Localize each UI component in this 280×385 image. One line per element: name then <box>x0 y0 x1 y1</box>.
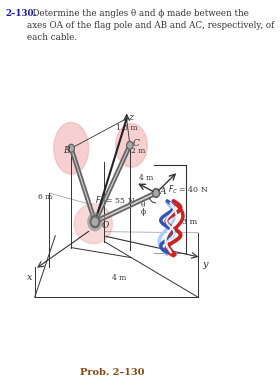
Text: 4 m: 4 m <box>112 275 127 283</box>
Polygon shape <box>94 144 131 223</box>
Circle shape <box>128 143 132 148</box>
Text: 4 m: 4 m <box>139 174 154 182</box>
Polygon shape <box>94 191 157 223</box>
Text: O: O <box>101 221 109 230</box>
Polygon shape <box>70 148 96 223</box>
Text: 6 m: 6 m <box>38 193 52 201</box>
Text: A: A <box>159 186 166 196</box>
Circle shape <box>68 144 74 152</box>
Text: y: y <box>202 259 207 268</box>
Text: θ
ϕ: θ ϕ <box>141 201 146 216</box>
Text: 2–130.: 2–130. <box>5 9 37 18</box>
Text: 2 m: 2 m <box>131 147 145 155</box>
Text: z: z <box>128 112 133 122</box>
Ellipse shape <box>54 122 89 174</box>
Text: Prob. 2–130: Prob. 2–130 <box>80 368 145 377</box>
Text: 1.5 m: 1.5 m <box>116 124 137 132</box>
Text: C: C <box>133 139 140 148</box>
Text: B: B <box>63 146 70 155</box>
Ellipse shape <box>74 204 112 244</box>
Circle shape <box>90 216 100 228</box>
Circle shape <box>153 189 160 198</box>
Circle shape <box>88 213 102 231</box>
Circle shape <box>154 191 158 196</box>
Text: 3 m: 3 m <box>182 218 197 226</box>
Circle shape <box>127 141 133 149</box>
Text: $F_B$ = 55 N: $F_B$ = 55 N <box>95 195 136 208</box>
Ellipse shape <box>116 124 147 167</box>
Circle shape <box>69 146 73 151</box>
Text: Determine the angles θ and ϕ made between the
axes OA of the flag pole and AB an: Determine the angles θ and ϕ made betwee… <box>27 9 274 42</box>
Circle shape <box>92 218 98 225</box>
Text: $F_C$ = 40 N: $F_C$ = 40 N <box>168 183 209 196</box>
Text: x: x <box>27 273 32 283</box>
